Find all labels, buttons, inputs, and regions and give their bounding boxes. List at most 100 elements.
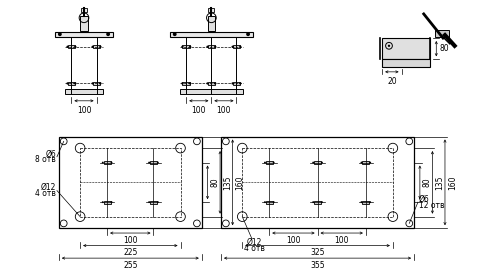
Bar [208, 82, 216, 85]
Circle shape [110, 162, 112, 163]
Circle shape [264, 201, 266, 203]
Circle shape [157, 162, 159, 163]
Bar [232, 45, 240, 48]
Circle shape [214, 82, 216, 85]
Text: 100: 100 [76, 106, 91, 115]
Circle shape [173, 32, 176, 36]
Circle shape [206, 46, 208, 48]
Circle shape [102, 162, 104, 163]
Circle shape [58, 32, 62, 36]
Circle shape [206, 82, 208, 85]
Circle shape [360, 162, 362, 163]
Circle shape [148, 162, 150, 163]
Bar [180, 89, 243, 94]
Bar [59, 137, 202, 228]
Bar [150, 161, 157, 164]
Circle shape [182, 46, 184, 48]
Circle shape [92, 82, 94, 85]
Bar [232, 82, 240, 85]
Circle shape [272, 201, 274, 203]
Circle shape [182, 82, 184, 85]
Circle shape [264, 162, 266, 163]
Circle shape [312, 162, 314, 163]
Text: Ø12: Ø12 [247, 238, 262, 247]
Text: 135: 135 [436, 175, 444, 190]
Bar [221, 137, 414, 228]
Circle shape [66, 46, 68, 48]
Bar [182, 45, 190, 48]
Text: 100: 100 [334, 236, 349, 245]
Text: 8 отв: 8 отв [35, 155, 56, 164]
Bar [436, 30, 449, 37]
Text: 100: 100 [192, 106, 206, 115]
Bar [208, 45, 216, 48]
Text: 12 отв: 12 отв [419, 200, 444, 209]
Circle shape [321, 162, 323, 163]
Circle shape [360, 201, 362, 203]
Bar [170, 32, 253, 37]
Bar [208, 16, 216, 31]
Circle shape [369, 201, 371, 203]
Bar [150, 201, 157, 204]
Circle shape [92, 46, 94, 48]
Text: 100: 100 [216, 106, 231, 115]
Text: Ø12: Ø12 [40, 183, 56, 192]
Text: 100: 100 [286, 236, 300, 245]
Circle shape [232, 46, 234, 48]
Bar [242, 148, 393, 217]
Bar [64, 89, 104, 94]
Circle shape [232, 82, 234, 85]
Circle shape [110, 201, 112, 203]
Bar [68, 45, 76, 48]
Circle shape [148, 201, 150, 203]
Circle shape [74, 46, 76, 48]
Circle shape [214, 46, 216, 48]
Bar [266, 161, 272, 164]
Circle shape [239, 46, 242, 48]
Text: Ø6: Ø6 [45, 149, 56, 158]
Text: 160: 160 [236, 175, 244, 190]
Text: 100: 100 [123, 236, 138, 245]
Text: 4 отв: 4 отв [35, 189, 56, 198]
Circle shape [74, 82, 76, 85]
Circle shape [189, 46, 192, 48]
Circle shape [246, 32, 250, 36]
Bar [80, 16, 88, 31]
Bar [208, 8, 214, 12]
Circle shape [272, 162, 274, 163]
Bar [382, 38, 430, 59]
Circle shape [99, 46, 102, 48]
Bar [104, 201, 110, 204]
Bar [314, 201, 321, 204]
Circle shape [157, 201, 159, 203]
Circle shape [321, 201, 323, 203]
Bar [92, 82, 100, 85]
Text: 80: 80 [423, 178, 432, 187]
Text: 225: 225 [123, 249, 138, 258]
Bar [266, 201, 272, 204]
Bar [68, 82, 76, 85]
Circle shape [102, 201, 104, 203]
Text: Ø6: Ø6 [419, 195, 430, 204]
Text: 80: 80 [210, 178, 220, 187]
Bar [362, 201, 369, 204]
Text: 325: 325 [310, 249, 325, 258]
Bar [362, 161, 369, 164]
Bar [81, 8, 87, 12]
Bar [314, 161, 321, 164]
Circle shape [189, 82, 192, 85]
Text: 160: 160 [448, 175, 457, 190]
Text: 4 отв: 4 отв [244, 244, 266, 253]
Text: 255: 255 [123, 261, 138, 270]
Text: 355: 355 [310, 261, 325, 270]
Circle shape [99, 82, 102, 85]
Bar [182, 82, 190, 85]
Circle shape [239, 82, 242, 85]
Text: 20: 20 [387, 77, 396, 86]
Circle shape [369, 162, 371, 163]
Circle shape [66, 82, 68, 85]
Text: 135: 135 [223, 175, 232, 190]
Circle shape [312, 201, 314, 203]
Text: 80: 80 [439, 44, 449, 53]
Bar [382, 59, 430, 67]
